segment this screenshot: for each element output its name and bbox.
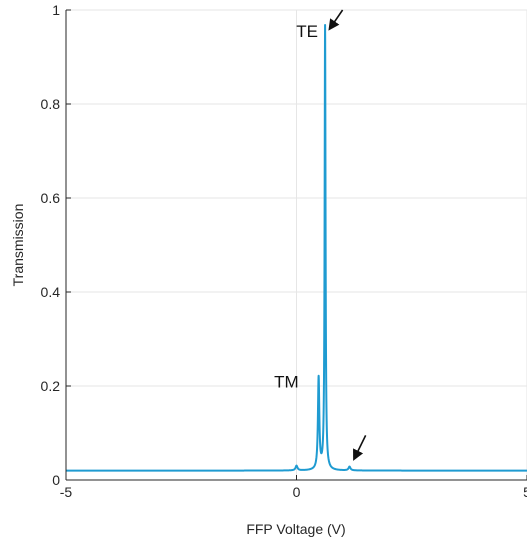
y-tick-label-0: 0 <box>52 472 60 488</box>
x-tick-label-2: 5 <box>523 484 527 500</box>
axes-group <box>65 9 527 481</box>
x-axis-label: FFP Voltage (V) <box>246 521 345 537</box>
x-tick-label-1: 0 <box>293 484 301 500</box>
x-tick-label-0: -5 <box>60 484 73 500</box>
y-tick-label-3: 0.6 <box>41 190 61 206</box>
y-tick-label-5: 1 <box>52 2 60 18</box>
annotation-label-tm: TM <box>274 372 299 391</box>
series-group <box>65 23 527 472</box>
y-tick-label-1: 0.2 <box>41 378 61 394</box>
y-tick-label-2: 0.4 <box>41 284 61 300</box>
annotation-label-te: TE <box>296 22 318 41</box>
y-tick-label-4: 0.8 <box>41 96 61 112</box>
series-line <box>65 23 527 472</box>
annotations: TE TM <box>274 9 367 461</box>
annotation-arrow-2 <box>353 434 367 461</box>
annotation-arrow-0 <box>328 9 344 31</box>
y-axis-label: Transmission <box>10 204 26 287</box>
tick-labels: 00.20.40.60.81-505 <box>41 2 527 500</box>
